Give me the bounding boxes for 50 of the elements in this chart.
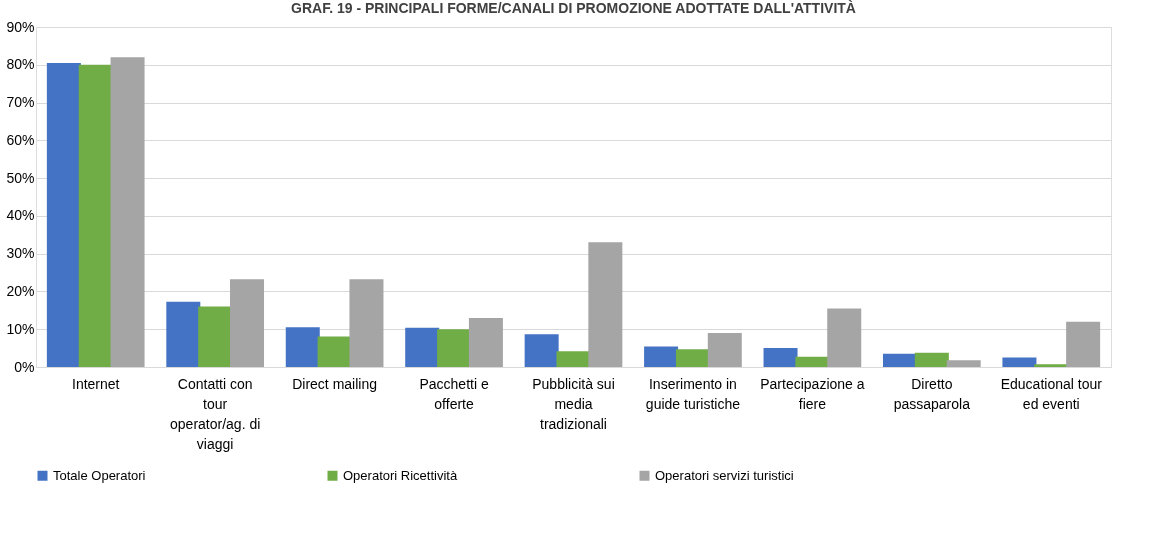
y-tick-label: 60% [6, 131, 35, 148]
x-tick-label: Pacchetti e offerte [419, 375, 489, 412]
bar [198, 306, 233, 367]
chart-title: GRAF. 19 - PRINCIPALI FORME/CANALI DI PROMOZIONE ADOTTATE DALL'ATTIVITÀ [291, 0, 856, 16]
bar [166, 301, 201, 367]
y-tick-label: 80% [6, 56, 35, 73]
y-tick-label: 30% [6, 245, 35, 262]
bar [437, 329, 472, 367]
bar [707, 333, 742, 367]
bar [285, 327, 320, 367]
legend-label: Operatori servizi turistici [655, 467, 794, 483]
bar [110, 57, 145, 367]
y-tick-label: 70% [6, 94, 35, 111]
bar [524, 334, 559, 367]
bar [1066, 321, 1101, 367]
x-tick-label: Contatti con tour operator/ag. di viaggi [170, 375, 261, 452]
bar [349, 279, 384, 367]
bar [1034, 364, 1069, 367]
legend-label: Operatori Ricettività [343, 467, 458, 483]
bar [588, 242, 623, 367]
legend-label: Totale Operatori [53, 467, 146, 483]
x-tick-label: Inserimento in guide turistiche [645, 375, 741, 412]
bar [644, 346, 679, 367]
bar [46, 62, 81, 367]
bar [1002, 357, 1037, 367]
x-tick-label: Internet [71, 375, 120, 392]
x-tick-label: Educational tour ed eventi [1000, 375, 1103, 412]
bar [78, 64, 113, 367]
y-tick-label: 40% [6, 207, 35, 224]
bar [405, 327, 440, 367]
bar [946, 360, 981, 367]
x-tick-label: Pubblicità sui media tradizionali [532, 375, 615, 432]
bar [675, 349, 710, 367]
x-tick-label: Direct mailing [292, 375, 378, 392]
y-tick-label: 0% [14, 358, 35, 375]
x-tick-label: Partecipazione a fiere [760, 375, 865, 412]
y-tick-label: 10% [6, 320, 35, 337]
bar [914, 352, 949, 367]
bar [468, 317, 503, 367]
y-tick-label: 20% [6, 282, 35, 299]
y-tick-label: 50% [6, 169, 35, 186]
bar [882, 353, 917, 367]
x-tick-label: Diretto passaparola [893, 375, 971, 412]
y-tick-label: 90% [6, 18, 35, 35]
bar [230, 279, 265, 367]
bar [763, 348, 798, 367]
bar [556, 351, 591, 367]
bar [795, 356, 830, 367]
bar [317, 336, 352, 367]
bar [827, 308, 862, 367]
